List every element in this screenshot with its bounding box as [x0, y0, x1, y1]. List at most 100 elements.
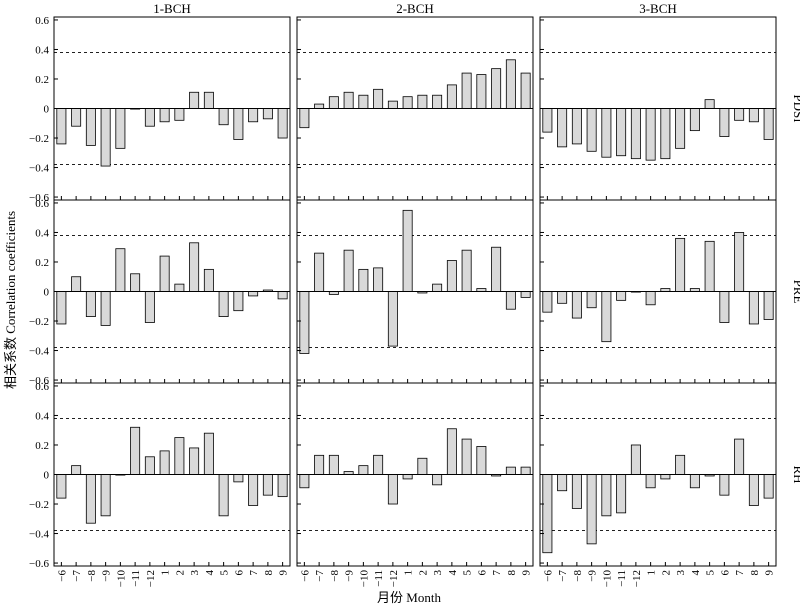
bar [446, 84, 457, 109]
panel: −0.6 −0.4 −0.2 0 0.2 0.4 0.6 [29, 198, 291, 387]
x-tick-label: −7 [314, 570, 326, 582]
bar [387, 474, 398, 505]
bar [115, 108, 126, 149]
bar [100, 291, 111, 326]
x-tick-label: 3 [432, 570, 444, 576]
bar [542, 108, 553, 133]
bar [218, 474, 229, 517]
bar [100, 108, 111, 167]
x-tick-label: −11 [130, 570, 142, 587]
bar [461, 249, 472, 292]
bar [719, 291, 730, 323]
bar [616, 291, 627, 301]
bar [748, 474, 759, 506]
x-tick-label: 2 [417, 570, 429, 576]
x-tick-label: 9 [764, 570, 776, 576]
bar [373, 267, 384, 292]
bar [203, 268, 214, 292]
bar [402, 474, 413, 480]
bar [704, 240, 715, 292]
bar [586, 474, 597, 545]
bar [616, 474, 627, 514]
bar [586, 108, 597, 152]
x-tick-label: 9 [278, 570, 290, 576]
panel-grid: 1-BCH 2-BCH 3-BCH PDSI PRE RH −0.6 −0.4 −0.2 0 0.2… [29, 1, 800, 587]
bar [630, 444, 641, 475]
bar [505, 466, 516, 475]
y-tick-label: −0.6 [29, 192, 49, 204]
y-tick-label: −0.2 [29, 316, 49, 328]
x-tick-label: 8 [749, 570, 761, 576]
bar [601, 474, 612, 517]
y-tick-label: 0.6 [35, 381, 49, 393]
bar [675, 237, 686, 292]
bar [476, 74, 487, 109]
y-tick-label: 0.6 [35, 15, 49, 27]
x-tick-label: −11 [616, 570, 628, 587]
column-title: 3-BCH [639, 1, 677, 16]
bar [586, 291, 597, 309]
bar [571, 291, 582, 319]
bar [520, 466, 531, 475]
bar [571, 474, 582, 509]
bar [491, 68, 502, 109]
bar [520, 72, 531, 109]
y-tick-label: −0.6 [29, 558, 49, 570]
bar [314, 252, 325, 292]
y-tick-label: −0.2 [29, 499, 49, 511]
x-tick-label: 7 [734, 570, 746, 576]
x-tick-label: 5 [705, 570, 717, 576]
x-tick-label: −10 [115, 570, 127, 588]
x-tick-label: −8 [86, 570, 98, 582]
x-tick-label: 1 [646, 570, 658, 576]
x-tick-label: 6 [719, 570, 731, 576]
panel: −6 −7 −8 −9 −10 −11 −12 1 2 3 4 5 6 7 8 9 [539, 382, 777, 587]
bar [299, 474, 310, 489]
x-tick-label: −12 [388, 570, 400, 587]
bar [387, 291, 398, 347]
bar [660, 474, 671, 480]
y-tick-label: 0.2 [35, 257, 49, 269]
bar [748, 108, 759, 123]
bar [248, 474, 259, 506]
x-tick-label: 9 [521, 570, 533, 576]
row-title: RH [791, 465, 800, 483]
y-tick-label: −0.6 [29, 375, 49, 387]
x-tick-label: 4 [690, 570, 702, 576]
bar [71, 108, 82, 127]
bar [645, 108, 656, 161]
bar [314, 103, 325, 109]
bar [189, 447, 200, 475]
bar [56, 291, 67, 325]
bar [314, 454, 325, 475]
panel: −0.6 −0.4 −0.2 0 0.2 0.4 0.6 −6 −7 −8 −9 −10 −11 −12 1… [29, 381, 291, 588]
x-tick-label: 2 [174, 570, 186, 576]
x-tick-label: −9 [101, 570, 113, 582]
bar [432, 474, 443, 486]
x-tick-label: −12 [145, 570, 157, 587]
bar [505, 59, 516, 109]
bar [189, 91, 200, 109]
bar [689, 108, 700, 132]
bar [115, 248, 126, 292]
x-tick-label: −12 [631, 570, 643, 587]
bar [233, 108, 244, 140]
bar [763, 291, 774, 320]
y-tick-label: 0.2 [35, 440, 49, 452]
bar [571, 108, 582, 145]
x-tick-label: −6 [542, 570, 554, 582]
column-title: 1-BCH [153, 1, 191, 16]
bar [85, 108, 96, 146]
bar [645, 291, 656, 306]
x-tick-label: −8 [329, 570, 341, 582]
x-tick-label: −9 [587, 570, 599, 582]
bar [56, 474, 67, 499]
bar [461, 72, 472, 109]
bar [328, 454, 339, 475]
column-title: 2-BCH [396, 1, 434, 16]
bar [734, 232, 745, 292]
y-tick-label: 0.4 [35, 227, 49, 239]
bar [262, 474, 273, 496]
bar [417, 94, 428, 109]
bar [645, 474, 656, 489]
